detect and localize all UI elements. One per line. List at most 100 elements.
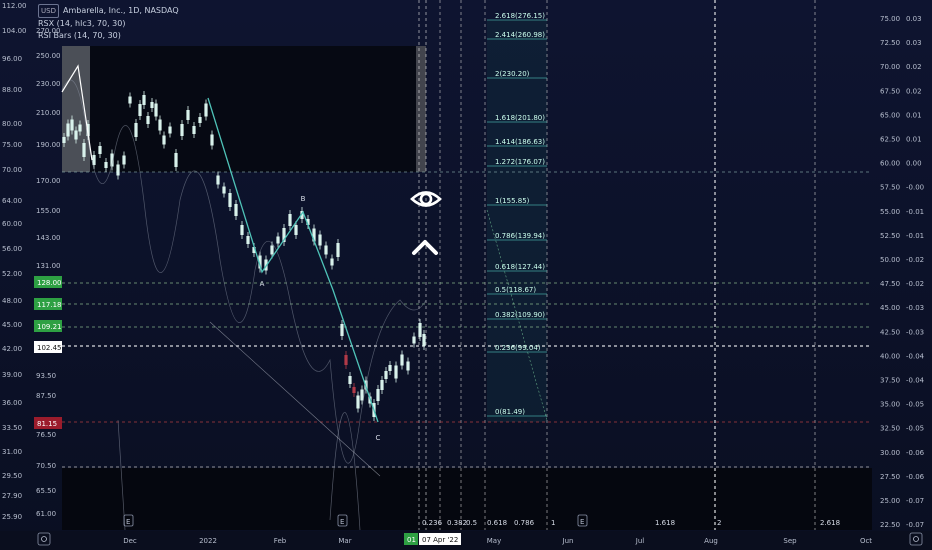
oscillator-axis-label: -0.00 bbox=[906, 184, 924, 192]
oscillator-axis-label: 22.50 bbox=[880, 521, 900, 529]
time-cursor-date-label: 07 Apr '22 bbox=[422, 536, 458, 544]
oscillator-axis-label: 0.02 bbox=[906, 87, 922, 95]
price-axis-label: 155.00 bbox=[36, 207, 61, 215]
price-axis-label: 190.00 bbox=[36, 141, 61, 149]
oscillator-axis-label: 35.00 bbox=[880, 401, 900, 409]
price-axis-label: 45.00 bbox=[2, 321, 22, 329]
earnings-marker[interactable] bbox=[337, 514, 348, 527]
oscillator-axis-label: 30.00 bbox=[880, 449, 900, 457]
oscillator-axis-label: 40.00 bbox=[880, 352, 900, 360]
oscillator-axis-label: 67.50 bbox=[880, 87, 900, 95]
price-axis-label: 170.00 bbox=[36, 177, 61, 185]
price-axis-label: 230.00 bbox=[36, 80, 61, 88]
gear-icon[interactable] bbox=[909, 532, 923, 546]
price-axis-label: 70.00 bbox=[2, 166, 22, 174]
price-tag[interactable] bbox=[34, 417, 62, 429]
price-axis-label: 31.00 bbox=[2, 448, 22, 456]
time-axis-label: 2022 bbox=[199, 537, 217, 545]
price-axis-label: 25.90 bbox=[2, 513, 22, 521]
indicator-rsi-bars[interactable]: RSI Bars (14, 70, 30) bbox=[38, 31, 121, 40]
oscillator-axis-label: -0.07 bbox=[906, 497, 924, 505]
settings-icon[interactable] bbox=[37, 532, 51, 546]
price-axis-label: 87.50 bbox=[36, 392, 56, 400]
oscillator-axis-label: -0.03 bbox=[906, 304, 924, 312]
time-fib-label: 2 bbox=[717, 519, 721, 527]
price-tag[interactable] bbox=[34, 276, 62, 288]
oscillator-axis-label: 25.00 bbox=[880, 497, 900, 505]
oscillator-axis-label: -0.04 bbox=[906, 377, 925, 385]
fib-label: 2(230.20) bbox=[495, 70, 530, 78]
fib-label: 1(155.85) bbox=[495, 197, 530, 205]
indicator-rsx[interactable]: RSX (14, hlc3, 70, 30) bbox=[38, 19, 126, 28]
oscillator-axis-label: 0.00 bbox=[906, 160, 922, 168]
time-axis-label: Dec bbox=[123, 537, 137, 545]
oscillator-axis-label: -0.02 bbox=[906, 256, 924, 264]
price-axis-label: 143.00 bbox=[36, 234, 61, 242]
price-axis-label: 131.00 bbox=[36, 262, 61, 270]
price-axis-label: 36.00 bbox=[2, 399, 22, 407]
price-axis-label: 48.00 bbox=[2, 297, 22, 305]
oscillator-axis-label: -0.05 bbox=[906, 425, 924, 433]
oscillator-axis-label: -0.02 bbox=[906, 280, 924, 288]
time-axis-label: Sep bbox=[783, 537, 797, 545]
oscillator-axis-label: -0.07 bbox=[906, 521, 924, 529]
oscillator-axis-label: 55.00 bbox=[880, 208, 900, 216]
fib-label: 2.618(276.15) bbox=[495, 12, 545, 20]
fib-label: 1.414(186.63) bbox=[495, 138, 545, 146]
time-cursor-day bbox=[404, 533, 418, 545]
time-axis-label: Mar bbox=[338, 537, 351, 545]
chevron-up-icon[interactable] bbox=[410, 236, 440, 258]
time-axis-label: Jul bbox=[635, 537, 645, 545]
earnings-marker[interactable] bbox=[123, 514, 134, 527]
earnings-marker[interactable] bbox=[577, 514, 588, 527]
price-axis-label: 96.00 bbox=[2, 55, 22, 63]
time-fib-label: 0.236 bbox=[422, 519, 443, 527]
wave-label: C bbox=[376, 434, 381, 442]
oscillator-axis-label: 60.00 bbox=[880, 160, 900, 168]
time-cursor-day-label: 01 bbox=[407, 536, 416, 544]
oscillator-axis-label: -0.04 bbox=[906, 352, 925, 360]
time-fib-label: 1 bbox=[551, 519, 555, 527]
chart-legend: USD Ambarella, Inc., 1D, NASDAQ RSX (14, … bbox=[38, 4, 179, 42]
price-axis-label: 88.00 bbox=[2, 86, 22, 94]
price-axis-label: 33.50 bbox=[2, 424, 22, 432]
oscillator-axis-label: 0.03 bbox=[906, 15, 922, 23]
symbol-title: Ambarella, Inc., 1D, NASDAQ bbox=[62, 6, 179, 15]
time-fib-label: 0.382 bbox=[447, 519, 467, 527]
price-axis-label: 270.00 bbox=[36, 27, 61, 35]
fib-zone bbox=[487, 20, 547, 422]
oscillator-axis-label: 0.01 bbox=[906, 136, 922, 144]
price-tag[interactable] bbox=[34, 298, 62, 310]
time-fib-label: 0.786 bbox=[514, 519, 535, 527]
eye-icon[interactable] bbox=[410, 186, 442, 212]
price-axis-label: 70.50 bbox=[36, 462, 56, 470]
time-fib-label: 1.618 bbox=[655, 519, 675, 527]
price-tag-label: 109.21 bbox=[37, 323, 62, 331]
fib-label: 0.786(139.94) bbox=[495, 232, 545, 240]
oscillator-axis-label: 65.00 bbox=[880, 111, 900, 119]
oscillator-axis-label: 0.01 bbox=[906, 111, 922, 119]
price-axis-label: 52.00 bbox=[2, 270, 22, 278]
fib-label: 0.236(99.04) bbox=[495, 344, 541, 352]
time-fib-label: 0.5 bbox=[466, 519, 477, 527]
oscillator-axis-label: 32.50 bbox=[880, 425, 900, 433]
oscillator-axis-label: 52.50 bbox=[880, 232, 900, 240]
wave-label: B bbox=[301, 195, 306, 203]
wave-line[interactable] bbox=[207, 97, 379, 423]
fib-label: 2.414(260.98) bbox=[495, 31, 545, 39]
price-axis-label: 27.90 bbox=[2, 492, 22, 500]
price-tag-label: 117.18 bbox=[37, 301, 62, 309]
price-axis-label: 61.00 bbox=[36, 510, 56, 518]
fib-label: 1.272(176.07) bbox=[495, 158, 545, 166]
price-tag[interactable] bbox=[34, 320, 62, 332]
highlight-box bbox=[62, 46, 426, 172]
price-axis-label: 64.00 bbox=[2, 197, 22, 205]
time-fib-label: 0.618 bbox=[487, 519, 507, 527]
currency-badge[interactable]: USD bbox=[38, 4, 59, 18]
price-axis-label: 112.00 bbox=[2, 2, 27, 10]
earnings-marker-label: E bbox=[126, 518, 130, 526]
price-axis-label: 210.00 bbox=[36, 109, 61, 117]
price-tag[interactable] bbox=[34, 341, 62, 353]
price-axis-label: 93.50 bbox=[36, 372, 56, 380]
